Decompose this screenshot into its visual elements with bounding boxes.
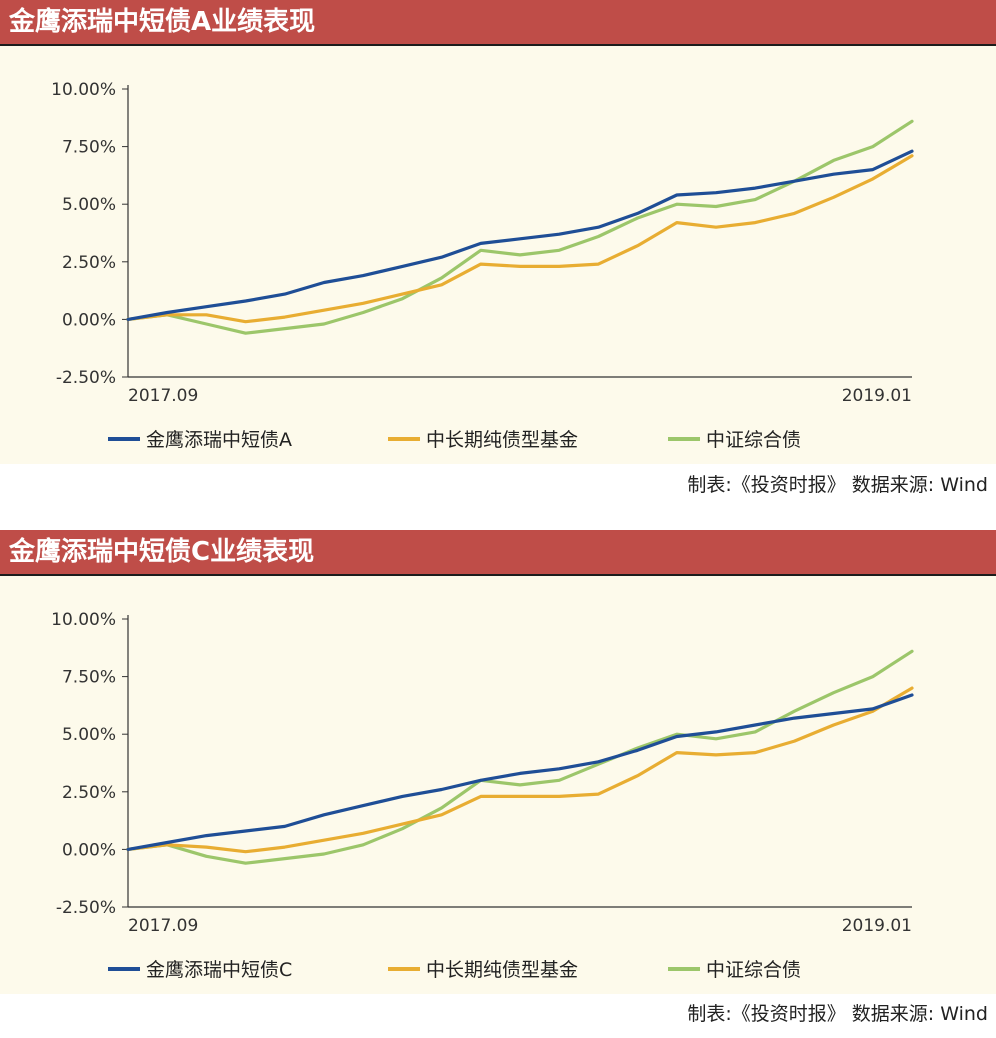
chart-panel-c: 金鹰添瑞中短债C业绩表现 10.00% 7.50% 5.00% 2.50% 0.00% -… <box>0 530 996 1038</box>
title-bar: 金鹰添瑞中短债C业绩表现 <box>0 530 996 576</box>
legend-label: 中证综合债 <box>706 429 801 451</box>
series-line-1 <box>126 149 914 321</box>
chart-area: 10.00% 7.50% 5.00% 2.50% 0.00% -2.50% 2017.09 2… <box>0 46 996 464</box>
x-tick-label: 2017.09 <box>128 916 198 936</box>
series-line-3 <box>126 649 914 865</box>
series-line-2 <box>126 154 914 324</box>
y-tick-label: -2.50% <box>56 898 116 918</box>
y-tick-label: 7.50% <box>62 668 116 688</box>
chart-area: 10.00% 7.50% 5.00% 2.50% 0.00% -2.50% 2017.09 2… <box>0 576 996 994</box>
x-tick-label: 2019.01 <box>842 916 912 936</box>
source-note: 制表:《投资时报》 数据来源: Wind <box>687 474 988 496</box>
series-line-1 <box>126 693 914 851</box>
line-chart: 10.00% 7.50% 5.00% 2.50% 0.00% -2.50% 2017.09 2… <box>51 80 914 451</box>
series-line-2 <box>126 686 914 854</box>
x-tick-label: 2017.09 <box>128 386 198 406</box>
y-tick-label: 2.50% <box>62 783 116 803</box>
x-tick-label: 2019.01 <box>842 386 912 406</box>
y-tick-label: 5.00% <box>62 725 116 745</box>
line-chart: 10.00% 7.50% 5.00% 2.50% 0.00% -2.50% 2017.09 2… <box>51 610 914 981</box>
legend-label: 中长期纯债型基金 <box>426 429 578 451</box>
y-tick-label: 10.00% <box>51 80 116 100</box>
title-bar: 金鹰添瑞中短债A业绩表现 <box>0 0 996 46</box>
y-tick-label: 0.00% <box>62 310 116 330</box>
y-tick-label: 7.50% <box>62 138 116 158</box>
y-tick-label: 0.00% <box>62 840 116 860</box>
y-tick-label: 2.50% <box>62 253 116 273</box>
legend-label: 金鹰添瑞中短债C <box>146 959 292 981</box>
source-note: 制表:《投资时报》 数据来源: Wind <box>687 1003 988 1025</box>
chart-title: 金鹰添瑞中短债C业绩表现 <box>9 537 315 567</box>
y-tick-label: -2.50% <box>56 368 116 388</box>
chart-title: 金鹰添瑞中短债A业绩表现 <box>9 7 316 37</box>
y-tick-label: 10.00% <box>51 610 116 630</box>
chart-panel-a: 金鹰添瑞中短债A业绩表现 10.00% 7.50% 5.00% 2.50% 0.00% -… <box>0 0 996 509</box>
legend-label: 中证综合债 <box>706 959 801 981</box>
legend-label: 金鹰添瑞中短债A <box>146 429 292 451</box>
legend-label: 中长期纯债型基金 <box>426 959 578 981</box>
y-tick-label: 5.00% <box>62 195 116 215</box>
series-line-3 <box>126 119 914 335</box>
